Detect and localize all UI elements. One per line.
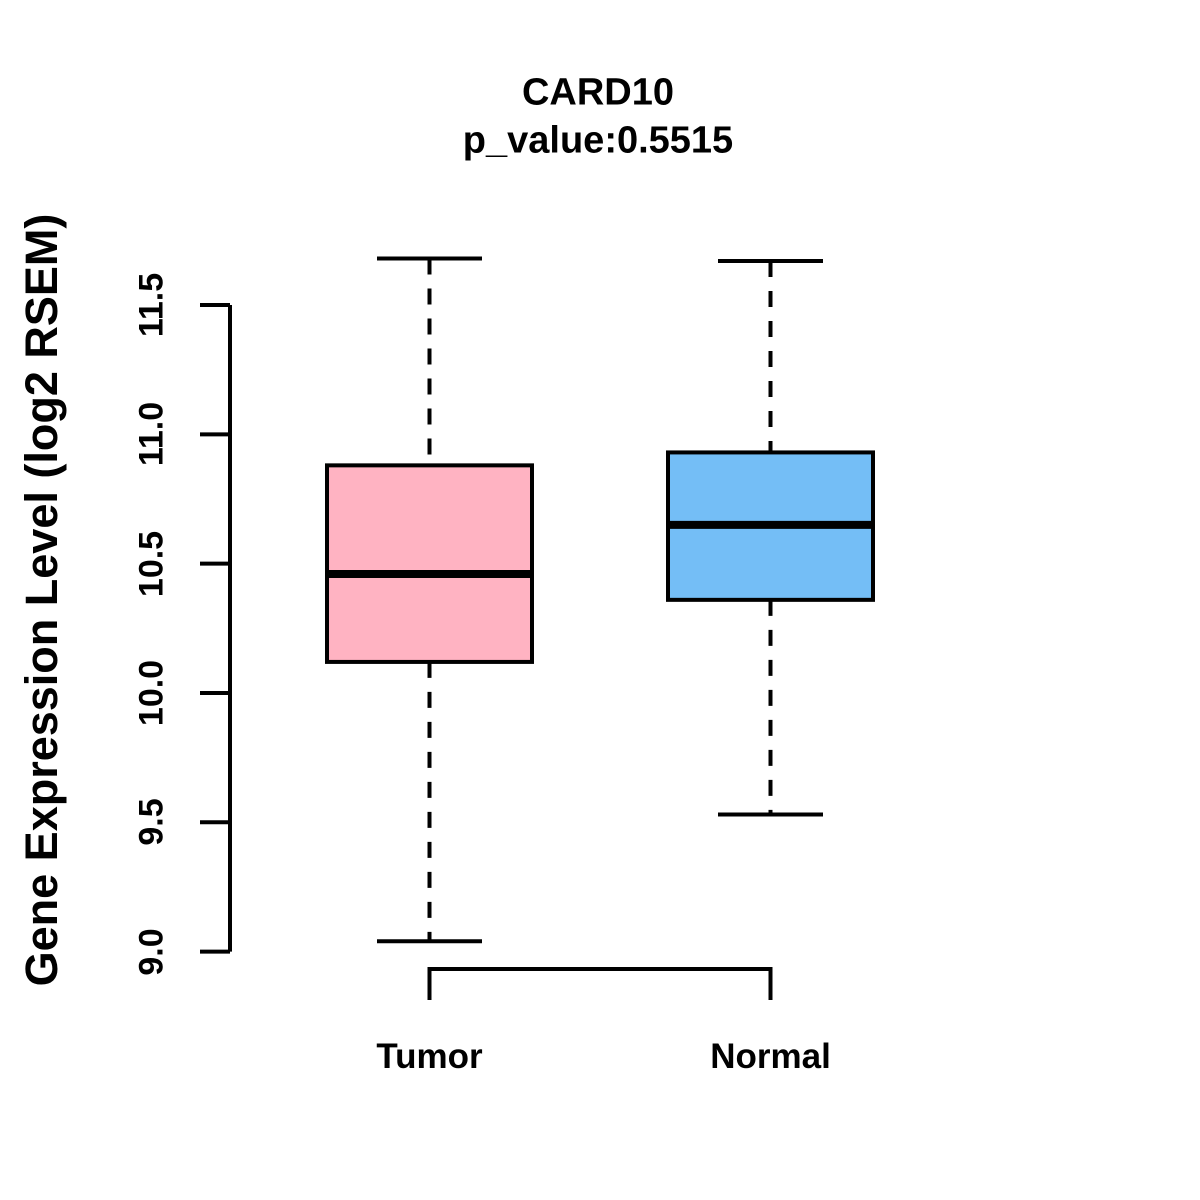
chart-title: CARD10 — [521, 71, 675, 114]
y-tick-label: 11.5 — [132, 272, 171, 338]
y-tick-label: 9.5 — [132, 798, 171, 846]
category-label-tumor: Tumor — [376, 1037, 483, 1076]
box-tumor — [325, 463, 534, 664]
y-axis-label: Gene Expression Level (log2 RSEM) — [16, 213, 67, 987]
chart-subtitle: p_value:0.5515 — [462, 119, 734, 162]
y-tick-label: 10.0 — [132, 659, 171, 727]
category-label-normal: Normal — [710, 1037, 831, 1076]
y-tick-label: 10.5 — [132, 530, 171, 597]
y-tick-label: 9.0 — [132, 927, 171, 976]
x-axis-bracket — [427, 967, 773, 1000]
y-tick-label: 11.0 — [132, 402, 171, 467]
